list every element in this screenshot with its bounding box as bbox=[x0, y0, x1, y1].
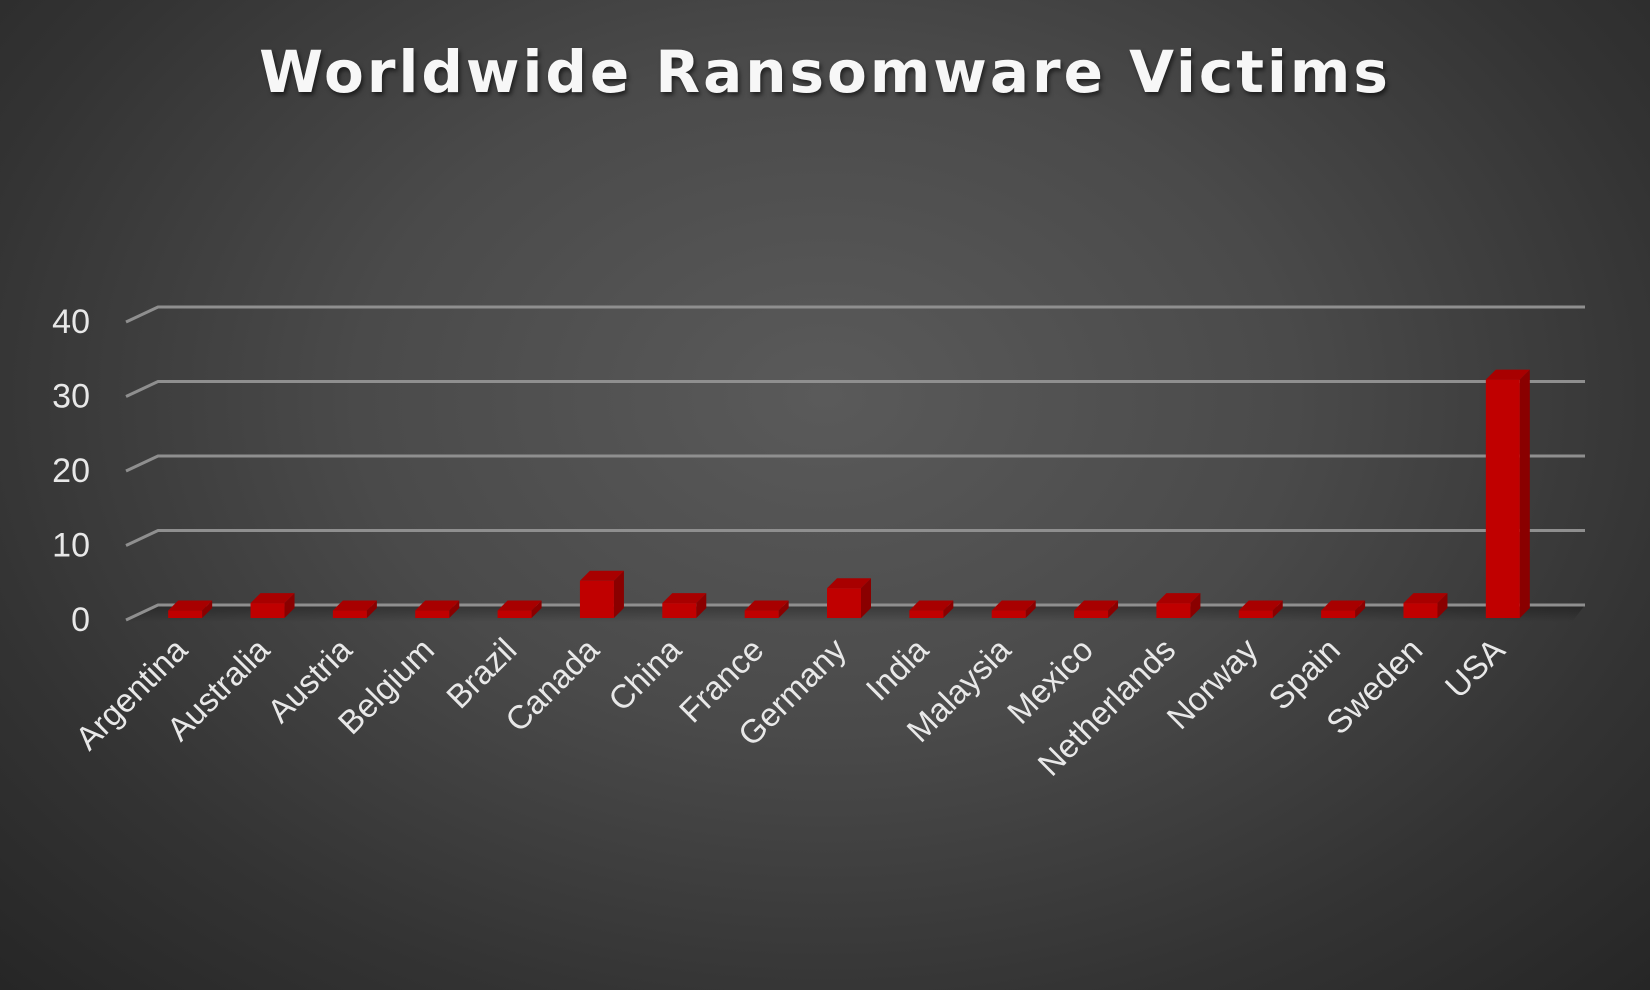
bar-top bbox=[497, 600, 542, 611]
gridline bbox=[125, 305, 1585, 324]
bar-front bbox=[415, 610, 450, 618]
bar-side bbox=[1272, 600, 1283, 618]
x-tick-label: Canada bbox=[498, 630, 606, 738]
x-tick-label: Norway bbox=[1159, 630, 1265, 736]
bar-side bbox=[284, 593, 295, 618]
bar-front bbox=[1403, 603, 1438, 618]
bars bbox=[168, 369, 1530, 618]
bar-top bbox=[991, 600, 1036, 611]
bar-top bbox=[168, 600, 213, 611]
bar-usa bbox=[1485, 369, 1530, 618]
bar-netherlands bbox=[1156, 593, 1201, 618]
bar-front bbox=[662, 603, 697, 618]
bar-germany bbox=[827, 578, 871, 618]
bar-top bbox=[579, 570, 624, 581]
bar-australia bbox=[250, 593, 295, 618]
bar-brazil bbox=[497, 600, 542, 618]
bar-side bbox=[449, 600, 460, 618]
bar-side bbox=[613, 570, 624, 618]
bar-top bbox=[909, 600, 954, 611]
x-axis-ticks: ArgentinaAustraliaAustriaBelgiumBrazilCa… bbox=[68, 630, 1512, 782]
bar-spain bbox=[1321, 600, 1366, 618]
bar-front bbox=[909, 610, 944, 618]
bar-side bbox=[1519, 369, 1530, 618]
y-tick-label: 0 bbox=[71, 601, 90, 639]
bar-front bbox=[827, 588, 861, 618]
bar-top bbox=[1321, 600, 1366, 611]
bar-front bbox=[991, 610, 1026, 618]
y-tick-label: 30 bbox=[52, 378, 90, 416]
bar-top bbox=[1403, 593, 1448, 604]
x-tick-label: USA bbox=[1438, 631, 1512, 705]
bar-belgium bbox=[415, 600, 460, 618]
bar-canada bbox=[579, 570, 624, 618]
bar-top bbox=[744, 600, 789, 611]
chart-title: Worldwide Ransomware Victims bbox=[259, 38, 1391, 106]
bar-front bbox=[1238, 610, 1273, 618]
bar-side bbox=[1437, 593, 1448, 618]
bar-side bbox=[202, 600, 213, 618]
bar-top bbox=[1485, 369, 1530, 380]
bar-side bbox=[366, 600, 377, 618]
bar-front bbox=[332, 610, 367, 618]
bar-china bbox=[662, 593, 707, 618]
bar-front bbox=[168, 610, 203, 618]
bar-malaysia bbox=[991, 600, 1036, 618]
bar-front bbox=[744, 610, 779, 618]
bar-top bbox=[415, 600, 460, 611]
bar-top bbox=[1238, 600, 1283, 611]
bar-front bbox=[1074, 610, 1109, 618]
bar-top bbox=[827, 578, 871, 589]
bar-front bbox=[1485, 379, 1520, 618]
bar-side bbox=[1108, 600, 1119, 618]
bar-side bbox=[696, 593, 707, 618]
bar-mexico bbox=[1074, 600, 1119, 618]
bar-side bbox=[1190, 593, 1201, 618]
y-tick-label: 10 bbox=[52, 527, 90, 565]
bar-top bbox=[250, 593, 295, 604]
bar-side bbox=[943, 600, 954, 618]
bar-top bbox=[1074, 600, 1119, 611]
x-tick-label: India bbox=[859, 630, 936, 707]
y-tick-label: 20 bbox=[52, 452, 90, 490]
bar-side bbox=[1025, 600, 1036, 618]
bar-side bbox=[778, 600, 789, 618]
bar-top bbox=[332, 600, 377, 611]
gridlines bbox=[125, 305, 1585, 622]
bar-front bbox=[1321, 610, 1356, 618]
bar-argentina bbox=[168, 600, 213, 618]
bar-front bbox=[497, 610, 532, 618]
bar-side bbox=[861, 578, 871, 618]
gridline bbox=[125, 454, 1585, 473]
bar-side bbox=[531, 600, 542, 618]
bar-front bbox=[1156, 603, 1191, 618]
y-tick-label: 40 bbox=[52, 303, 90, 341]
bar-front bbox=[579, 580, 614, 618]
gridline bbox=[125, 380, 1585, 398]
bar-side bbox=[1355, 600, 1366, 618]
bar-front bbox=[250, 603, 285, 618]
bar-norway bbox=[1238, 600, 1283, 618]
gridline bbox=[125, 529, 1585, 547]
y-axis-ticks: 0 10 20 30 40 bbox=[52, 303, 90, 639]
bar-sweden bbox=[1403, 593, 1448, 618]
bar-austria bbox=[332, 600, 377, 618]
bar-top bbox=[662, 593, 707, 604]
bar-top bbox=[1156, 593, 1201, 604]
bar-france bbox=[744, 600, 789, 618]
bar-india bbox=[909, 600, 954, 618]
